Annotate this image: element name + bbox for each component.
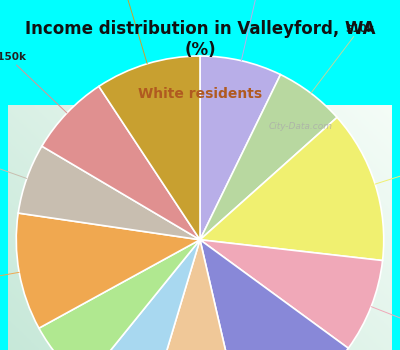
Wedge shape [84,240,200,350]
Text: City-Data.com: City-Data.com [268,122,332,131]
Text: $60k: $60k [110,0,147,64]
Wedge shape [200,240,382,348]
Text: White residents: White residents [138,88,262,102]
Wedge shape [39,240,200,350]
Wedge shape [200,75,337,240]
Text: Income distribution in Valleyford, WA
(%): Income distribution in Valleyford, WA (%… [25,20,375,59]
Text: $20k: $20k [371,307,400,341]
Text: $75k: $75k [0,272,19,292]
Text: > $200k: > $200k [235,0,284,61]
Wedge shape [16,213,200,328]
Wedge shape [42,86,200,240]
Text: $100k: $100k [375,155,400,184]
Wedge shape [99,56,200,240]
Text: $10k: $10k [311,24,374,93]
Text: $150k: $150k [0,52,67,113]
Text: $50k: $50k [0,147,27,178]
Wedge shape [18,146,200,240]
Wedge shape [200,56,280,240]
Wedge shape [200,117,384,260]
Wedge shape [147,240,241,350]
Wedge shape [200,240,348,350]
